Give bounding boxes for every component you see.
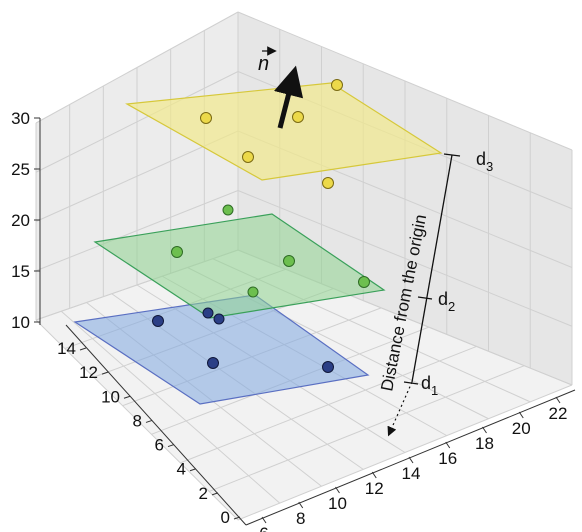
grid-line: [237, 384, 573, 521]
point-blue-2: [202, 307, 214, 319]
x-tick-label: 6: [259, 524, 268, 532]
point-green-5: [247, 286, 259, 298]
y-tick-label: 4: [177, 460, 186, 479]
x-tick-mark: [335, 486, 340, 494]
plane-green: [93, 213, 386, 319]
y-tick-label: 12: [79, 363, 98, 382]
planes: [73, 82, 443, 405]
plane-yellow: [125, 82, 443, 181]
grid-line: [35, 319, 239, 521]
point-yellow-5: [322, 177, 334, 189]
x-tick-mark: [261, 516, 267, 524]
point-green-4: [358, 276, 370, 288]
z-tick-label: 10: [11, 313, 30, 332]
point-green-2: [171, 246, 183, 258]
y-tick-mark: [167, 444, 175, 448]
normal-arrow: [273, 65, 304, 129]
d3-label: d3: [476, 149, 493, 174]
y-tick-label: 8: [133, 411, 142, 430]
y-tick-mark: [189, 468, 197, 472]
grid-line: [60, 310, 281, 504]
point-yellow-3: [292, 111, 304, 123]
d1-label: d1: [421, 373, 438, 398]
y-tick-label: 10: [101, 387, 120, 406]
y-tick-mark: [145, 419, 153, 423]
x-axis-ticks: 6 8 10 12 14 16 18 20 22: [259, 396, 568, 532]
x-tick-mark: [298, 501, 304, 509]
z-tick-label: 20: [11, 211, 30, 230]
point-yellow-4: [331, 79, 343, 91]
x-tick-label: 18: [475, 434, 494, 453]
z-tick-label: 15: [11, 262, 30, 281]
y-tick-label: 0: [221, 508, 230, 527]
d1-tick: [403, 381, 419, 385]
point-blue-5: [322, 361, 334, 373]
z-tick-label: 30: [11, 109, 30, 128]
x-tick-label: 16: [438, 449, 457, 468]
x-tick-mark: [445, 441, 451, 449]
x-tick-mark: [371, 471, 377, 479]
data-points: [152, 79, 370, 373]
point-green-3: [283, 255, 295, 267]
point-green-1: [222, 204, 234, 216]
y-tick-label: 6: [155, 436, 164, 455]
distance-arrow-solid: [411, 154, 453, 383]
y-tick-mark: [79, 347, 87, 351]
normal-label: n: [258, 53, 269, 75]
y-tick-mark: [101, 371, 109, 375]
z-axis-ticks: 10 15 20 25 30: [11, 109, 40, 332]
d3-tick: [443, 153, 461, 157]
d2-tick: [417, 296, 433, 300]
x-tick-label: 14: [402, 464, 421, 483]
grid-line: [180, 345, 477, 464]
x-tick-mark: [482, 426, 487, 434]
distance-arrow-dotted: [387, 381, 413, 437]
x-tick-label: 10: [328, 494, 347, 513]
y-tick-mark: [233, 516, 241, 520]
normal-vector: n: [258, 46, 304, 129]
x-tick-mark: [408, 456, 414, 464]
x-tick-mark: [518, 411, 524, 419]
x-tick-label: 20: [512, 419, 531, 438]
y-tick-label: 2: [199, 484, 208, 503]
y-tick-label: 14: [57, 339, 76, 358]
y-tick-mark: [211, 492, 219, 496]
point-yellow-1: [200, 112, 212, 124]
grid-line: [208, 365, 525, 492]
y-axis-line: [65, 324, 247, 526]
z-tick-label: 25: [11, 160, 30, 179]
x-tick-label: 12: [365, 479, 384, 498]
x-tick-label: 8: [296, 509, 305, 528]
x-tick-mark: [555, 396, 561, 404]
point-yellow-2: [242, 151, 254, 163]
point-blue-3: [213, 313, 225, 325]
point-blue-1: [152, 315, 164, 327]
point-blue-4: [207, 357, 219, 369]
x-tick-label: 22: [549, 404, 568, 423]
d2-label: d2: [438, 289, 455, 314]
y-tick-mark: [123, 395, 131, 399]
